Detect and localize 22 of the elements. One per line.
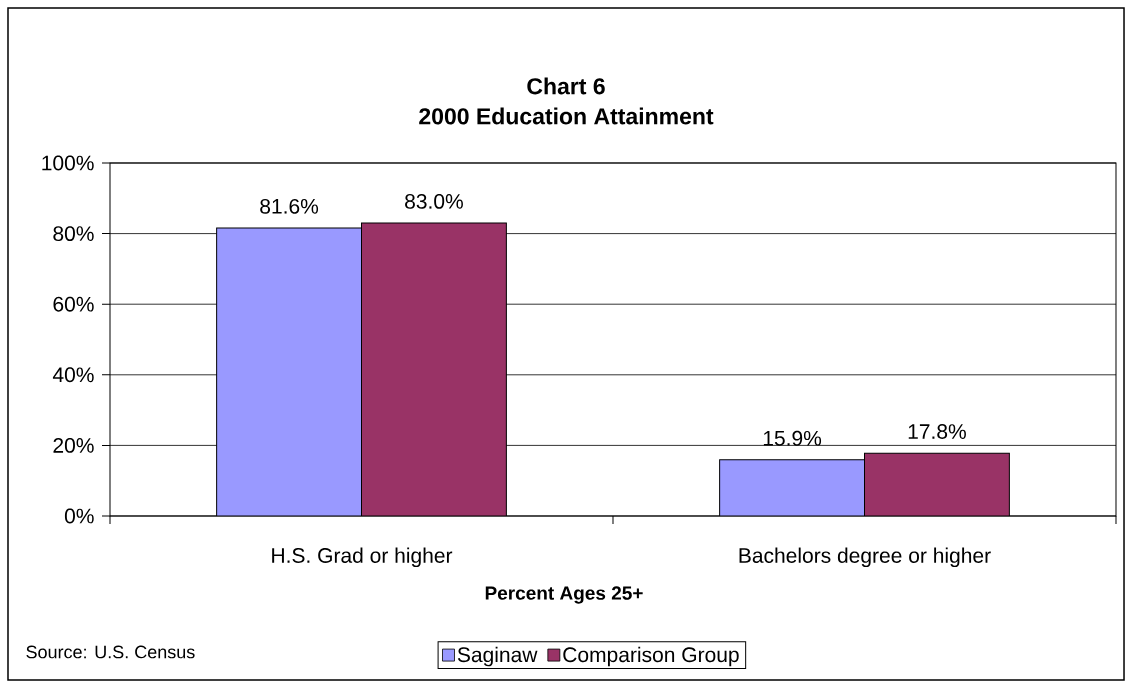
bar (864, 452, 1010, 516)
source-note: Source: U.S. Census (26, 645, 195, 659)
y-tick-label: 60% (53, 296, 94, 312)
bar (361, 222, 507, 516)
y-tick-label: 40% (52, 367, 94, 383)
legend-label: Comparison Group (563, 646, 739, 667)
y-tick-label: 80% (53, 226, 94, 242)
data-label: 17.8% (908, 424, 966, 439)
legend-label: Saginaw (457, 646, 538, 667)
y-tick-label: 0% (64, 508, 94, 524)
bar (719, 459, 865, 516)
y-tick-label: 100% (42, 155, 94, 171)
y-tick-label: 20% (53, 437, 94, 453)
chart-title: Chart 6 (527, 77, 605, 95)
x-tick-label: H.S. Grad or higher (272, 547, 453, 568)
data-label: 15.9% (763, 430, 822, 446)
data-label: 81.6% (260, 198, 319, 214)
chart-subtitle: 2000 Education Attainment (419, 107, 714, 125)
x-axis-title: Percent Ages 25+ (485, 586, 643, 604)
data-label: 83.0% (405, 193, 463, 209)
bar (216, 227, 362, 516)
x-tick-label: Bachelors degree or higher (739, 547, 991, 568)
